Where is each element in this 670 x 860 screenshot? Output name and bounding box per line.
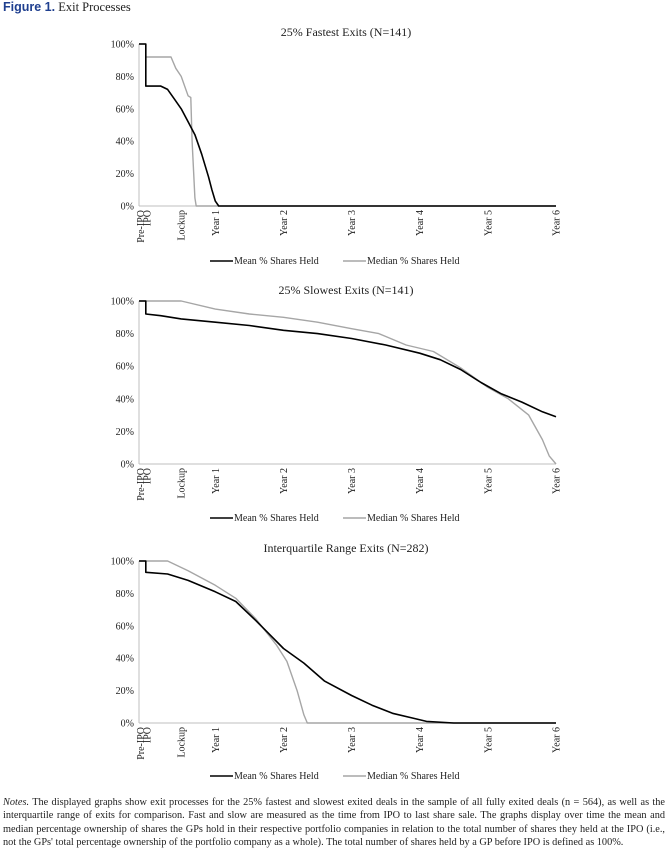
y-tick-label: 0% [121,460,134,471]
legend-label-median: Median % Shares Held [367,771,459,782]
x-tick-label: IPO [143,468,154,484]
chart-title: Interquartile Range Exits (N=282) [263,541,428,555]
x-tick-label: Year 6 [552,210,563,236]
x-tick-label: Lockup [177,727,188,758]
legend-label-mean: Mean % Shares Held [234,771,319,782]
y-tick-label: 40% [116,654,134,665]
x-tick-label: Year 4 [415,210,426,236]
chart-1: 25% Fastest Exits (N=141) 0% 20% 40% 60% 80% 1… [111,25,563,267]
mean-series-line [139,560,556,724]
y-tick-label: 0% [121,719,134,730]
y-tick-label: 20% [116,169,134,180]
y-tick-label: 20% [116,686,134,697]
chart-title: 25% Slowest Exits (N=141) [278,283,413,297]
x-tick-label: Year 3 [347,468,358,494]
chart-title: 25% Fastest Exits (N=141) [281,25,411,39]
chart-2: 25% Slowest Exits (N=141) 0% 20% 40% 60% 80% 1… [111,283,563,524]
median-series-line [139,560,556,724]
charts-canvas: 25% Fastest Exits (N=141) 0% 20% 40% 60% 80% 1… [111,25,563,782]
y-tick-label: 40% [116,137,134,148]
x-tick-label: Year 5 [483,727,494,753]
median-series-line [139,300,557,465]
figure-number: Figure 1. [3,0,56,14]
y-tick-label: 100% [111,557,134,568]
legend-label-mean: Mean % Shares Held [234,513,319,524]
legend-label-median: Median % Shares Held [367,513,459,524]
y-tick-label: 60% [116,621,134,632]
x-tick-label: Year 2 [279,468,290,494]
y-tick-label: 0% [121,202,134,213]
y-tick-label: 40% [116,394,134,405]
x-tick-label: Year 4 [415,468,426,494]
legend-label-mean: Mean % Shares Held [234,256,319,267]
y-tick-label: 100% [111,297,134,308]
x-tick-label: Lockup [177,468,188,499]
mean-series-line [139,300,557,418]
chart-3: Interquartile Range Exits (N=282) 0% 20% 40… [111,541,563,782]
x-tick-label: Year 5 [483,210,494,236]
x-tick-label: Pre-IPO [136,727,147,760]
x-tick-label: IPO [143,727,154,743]
mean-series-line [139,43,556,207]
legend-label-median: Median % Shares Held [367,256,459,267]
x-tick-label: Lockup [177,210,188,241]
x-tick-label: Year 6 [552,727,563,753]
x-tick-label: Year 2 [279,727,290,753]
x-tick-label: Year 6 [552,468,563,494]
figure-notes: Notes. The displayed graphs show exit pr… [3,796,665,850]
x-tick-label: Year 3 [347,727,358,753]
x-tick-label: Year 1 [211,468,222,494]
figure-title: Exit Processes [58,0,131,14]
notes-label: Notes. [3,797,30,808]
median-series-line [139,43,556,207]
y-tick-label: 20% [116,427,134,438]
x-tick-label: Year 2 [279,210,290,236]
x-tick-label: Year 1 [211,727,222,753]
chart-legend: Mean % Shares Held Median % Shares Held [210,771,459,782]
y-tick-label: 80% [116,329,134,340]
x-tick-label: Year 1 [211,210,222,236]
x-tick-label: Pre-IPO [136,468,147,501]
y-tick-label: 60% [116,362,134,373]
y-tick-label: 100% [111,40,134,51]
x-tick-label: Year 3 [347,210,358,236]
chart-legend: Mean % Shares Held Median % Shares Held [210,513,459,524]
x-tick-label: IPO [143,210,154,226]
x-tick-label: Year 5 [483,468,494,494]
y-tick-label: 60% [116,104,134,115]
chart-legend: Mean % Shares Held Median % Shares Held [210,256,459,267]
y-tick-label: 80% [116,589,134,600]
x-tick-label: Year 4 [415,727,426,753]
y-tick-label: 80% [116,72,134,83]
x-tick-label: Pre-IPO [136,210,147,243]
figure-caption: Figure 1. Exit Processes [3,0,131,15]
notes-text: The displayed graphs show exit processes… [3,797,665,849]
